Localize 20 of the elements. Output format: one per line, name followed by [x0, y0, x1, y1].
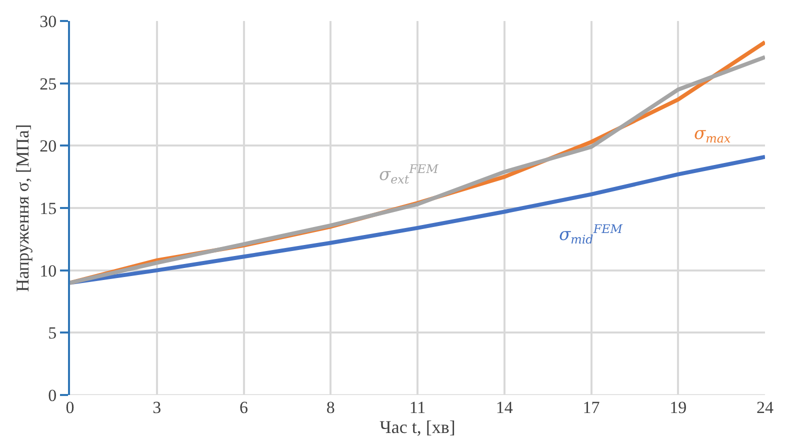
x-tick-label: 17: [582, 398, 600, 417]
x-tick-label: 3: [152, 398, 162, 417]
x-axis-title: Час t, [хв]: [380, 417, 456, 438]
x-tick-label: 0: [66, 398, 74, 417]
x-tick-label: 14: [496, 398, 514, 417]
x-tick-label: 11: [409, 398, 426, 417]
y-tick-label: 20: [40, 136, 57, 156]
line-series: [70, 154, 765, 285]
y-axis-title: Напруження σ, [МПа]: [12, 124, 32, 292]
y-tick-label: 30: [40, 12, 57, 31]
y-tick-label: 10: [40, 261, 57, 280]
y-tick-label: 0: [48, 386, 57, 405]
y-tick-label: 15: [40, 198, 57, 218]
x-tick-label: 19: [670, 398, 687, 417]
x-tick-label: 8: [326, 398, 335, 417]
series-label: σ$_{max}$: [694, 124, 731, 146]
y-tick-label: 25: [40, 74, 57, 94]
x-tick-label: 6: [240, 398, 248, 417]
x-tick-label: 24: [756, 398, 774, 417]
y-tick-label: 5: [48, 324, 57, 343]
